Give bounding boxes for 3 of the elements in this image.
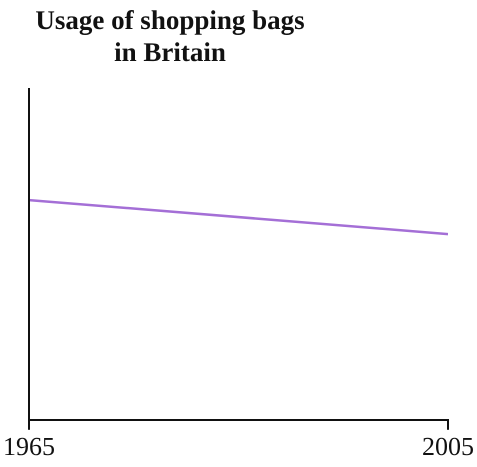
x-tick-label: 2005 [422, 432, 474, 462]
x-tick-label: 1965 [3, 432, 55, 462]
chart-title: Usage of shopping bags in Britain [34, 4, 306, 68]
